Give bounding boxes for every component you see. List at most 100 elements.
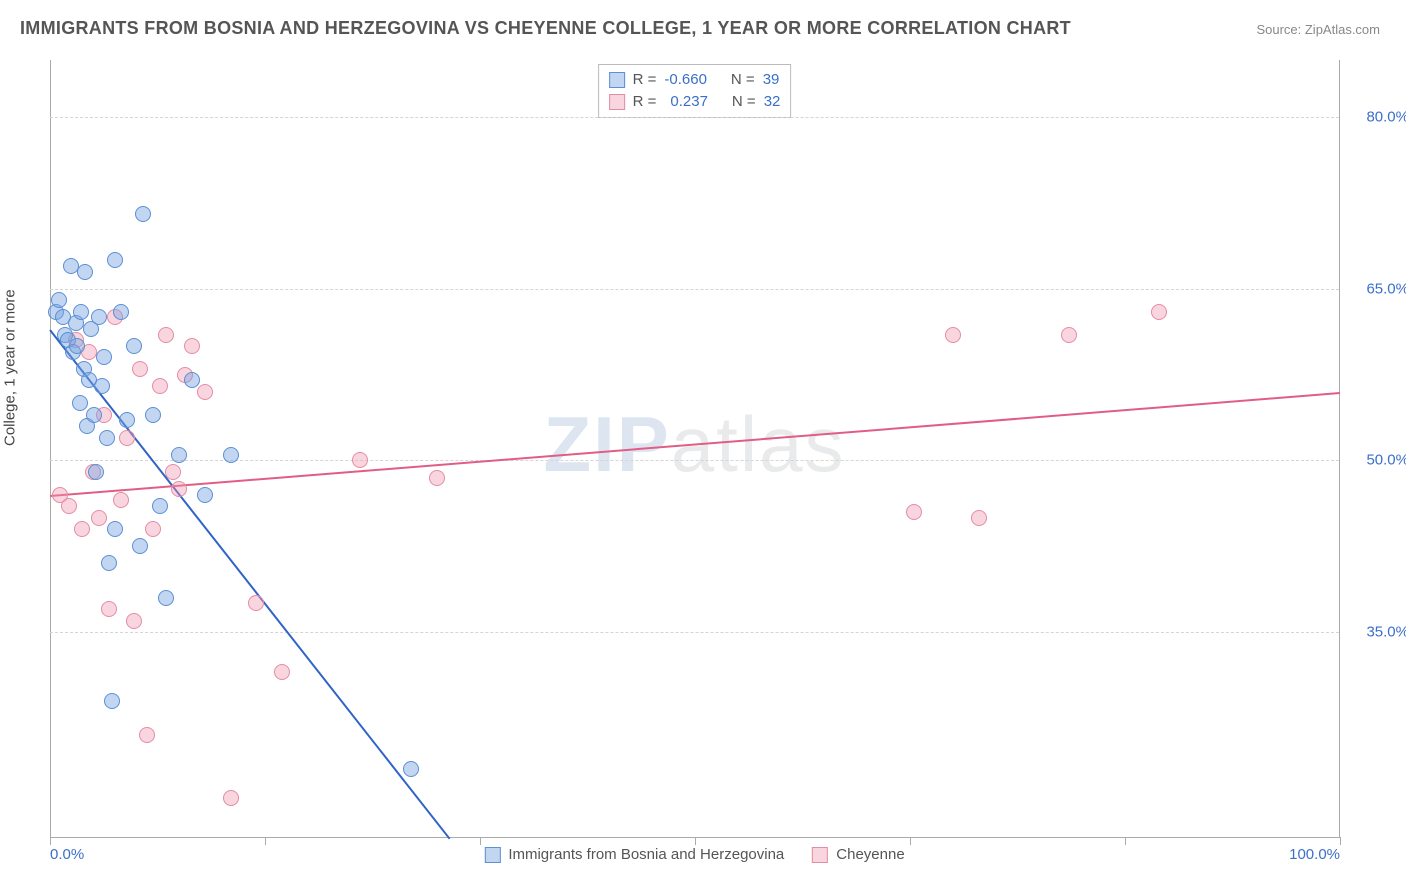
gridline	[50, 460, 1339, 461]
data-point-cheyenne[interactable]	[171, 481, 187, 497]
data-point-bosnia[interactable]	[403, 761, 419, 777]
swatch-series-1b	[484, 847, 500, 863]
legend-stats: R = -0.660 N = 39 R = 0.237 N = 32	[598, 64, 792, 118]
data-point-cheyenne[interactable]	[139, 727, 155, 743]
data-point-cheyenne[interactable]	[274, 664, 290, 680]
source-prefix: Source:	[1256, 22, 1304, 37]
data-point-cheyenne[interactable]	[429, 470, 445, 486]
data-point-bosnia[interactable]	[158, 590, 174, 606]
data-point-bosnia[interactable]	[88, 464, 104, 480]
x-tick	[910, 837, 911, 845]
data-point-bosnia[interactable]	[119, 412, 135, 428]
data-point-cheyenne[interactable]	[945, 327, 961, 343]
data-point-bosnia[interactable]	[113, 304, 129, 320]
data-point-cheyenne[interactable]	[132, 361, 148, 377]
swatch-series-2	[609, 94, 625, 110]
data-point-bosnia[interactable]	[135, 206, 151, 222]
n-value-2: 32	[764, 91, 781, 113]
swatch-series-2b	[812, 847, 828, 863]
data-point-bosnia[interactable]	[72, 395, 88, 411]
source-link[interactable]: ZipAtlas.com	[1305, 22, 1380, 37]
gridline	[50, 632, 1339, 633]
data-point-cheyenne[interactable]	[91, 510, 107, 526]
n-label-1: N =	[731, 69, 755, 91]
data-point-bosnia[interactable]	[152, 498, 168, 514]
legend-item-2[interactable]: Cheyenne	[812, 846, 904, 863]
x-tick	[50, 837, 51, 845]
chart-title: IMMIGRANTS FROM BOSNIA AND HERZEGOVINA V…	[20, 18, 1071, 39]
data-point-bosnia[interactable]	[73, 304, 89, 320]
legend-label-1: Immigrants from Bosnia and Herzegovina	[508, 846, 784, 863]
data-point-bosnia[interactable]	[126, 338, 142, 354]
data-point-cheyenne[interactable]	[906, 504, 922, 520]
data-point-bosnia[interactable]	[86, 407, 102, 423]
data-point-bosnia[interactable]	[51, 292, 67, 308]
data-point-cheyenne[interactable]	[197, 384, 213, 400]
data-point-cheyenne[interactable]	[1151, 304, 1167, 320]
r-value-2: 0.237	[664, 91, 708, 113]
y-tick-label: 50.0%	[1349, 452, 1406, 469]
data-point-bosnia[interactable]	[107, 521, 123, 537]
data-point-cheyenne[interactable]	[248, 595, 264, 611]
chart-container: IMMIGRANTS FROM BOSNIA AND HERZEGOVINA V…	[0, 0, 1406, 892]
y-tick-label: 80.0%	[1349, 109, 1406, 126]
data-point-bosnia[interactable]	[99, 430, 115, 446]
data-point-cheyenne[interactable]	[101, 601, 117, 617]
legend-stats-row-1: R = -0.660 N = 39	[609, 69, 781, 91]
n-label-2: N =	[732, 91, 756, 113]
x-tick	[1125, 837, 1126, 845]
data-point-cheyenne[interactable]	[61, 498, 77, 514]
data-point-cheyenne[interactable]	[184, 338, 200, 354]
data-point-cheyenne[interactable]	[223, 790, 239, 806]
legend-label-2: Cheyenne	[836, 846, 904, 863]
data-point-bosnia[interactable]	[171, 447, 187, 463]
data-point-cheyenne[interactable]	[74, 521, 90, 537]
data-point-cheyenne[interactable]	[352, 452, 368, 468]
x-tick-label: 0.0%	[50, 846, 84, 863]
data-point-cheyenne[interactable]	[145, 521, 161, 537]
n-value-1: 39	[763, 69, 780, 91]
data-point-cheyenne[interactable]	[119, 430, 135, 446]
data-point-bosnia[interactable]	[184, 372, 200, 388]
watermark-bold: ZIP	[543, 399, 670, 487]
data-point-bosnia[interactable]	[101, 555, 117, 571]
plot-area: ZIPatlas R = -0.660 N = 39 R = 0.237 N =…	[50, 60, 1340, 838]
data-point-cheyenne[interactable]	[1061, 327, 1077, 343]
data-point-cheyenne[interactable]	[126, 613, 142, 629]
source-credit: Source: ZipAtlas.com	[1256, 22, 1380, 37]
x-tick	[695, 837, 696, 845]
data-point-cheyenne[interactable]	[158, 327, 174, 343]
gridline	[50, 289, 1339, 290]
data-point-bosnia[interactable]	[145, 407, 161, 423]
data-point-bosnia[interactable]	[223, 447, 239, 463]
gridline	[50, 117, 1339, 118]
legend-series: Immigrants from Bosnia and Herzegovina C…	[484, 846, 904, 863]
r-label-1: R =	[633, 69, 657, 91]
y-axis-label: College, 1 year or more	[2, 289, 19, 446]
data-point-bosnia[interactable]	[91, 309, 107, 325]
legend-item-1[interactable]: Immigrants from Bosnia and Herzegovina	[484, 846, 784, 863]
x-tick	[1340, 837, 1341, 845]
x-tick	[480, 837, 481, 845]
data-point-bosnia[interactable]	[107, 252, 123, 268]
data-point-cheyenne[interactable]	[113, 492, 129, 508]
data-point-bosnia[interactable]	[96, 349, 112, 365]
y-axis-line	[50, 60, 51, 837]
x-tick	[265, 837, 266, 845]
data-point-cheyenne[interactable]	[165, 464, 181, 480]
r-value-1: -0.660	[664, 69, 707, 91]
data-point-cheyenne[interactable]	[971, 510, 987, 526]
data-point-bosnia[interactable]	[197, 487, 213, 503]
y-tick-label: 65.0%	[1349, 280, 1406, 297]
data-point-bosnia[interactable]	[132, 538, 148, 554]
x-tick-label: 100.0%	[1289, 846, 1340, 863]
data-point-cheyenne[interactable]	[152, 378, 168, 394]
data-point-bosnia[interactable]	[69, 338, 85, 354]
y-tick-label: 35.0%	[1349, 624, 1406, 641]
data-point-bosnia[interactable]	[77, 264, 93, 280]
data-point-bosnia[interactable]	[94, 378, 110, 394]
trend-line-bosnia	[49, 329, 450, 839]
swatch-series-1	[609, 72, 625, 88]
data-point-bosnia[interactable]	[104, 693, 120, 709]
trend-line-cheyenne	[50, 392, 1340, 497]
